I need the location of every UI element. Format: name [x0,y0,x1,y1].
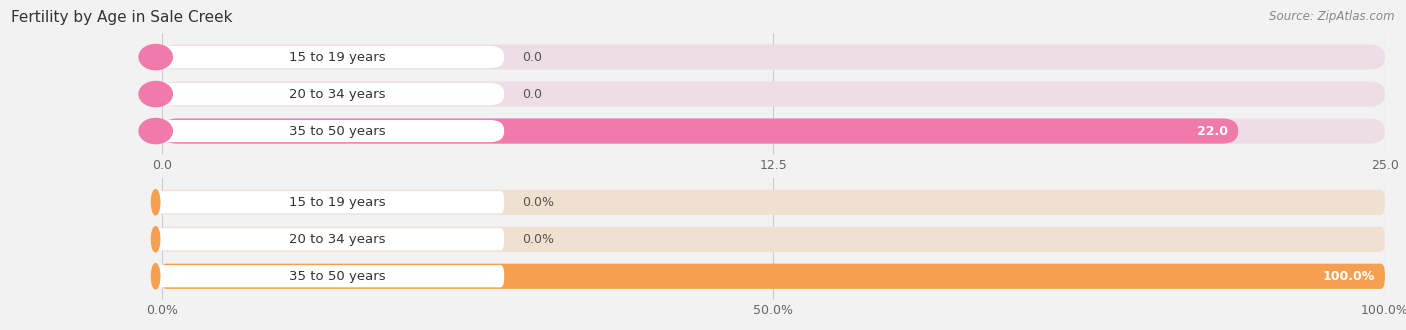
FancyBboxPatch shape [162,190,1385,215]
Text: 20 to 34 years: 20 to 34 years [288,233,385,246]
Text: 0.0: 0.0 [523,50,543,64]
Text: 35 to 50 years: 35 to 50 years [288,270,385,283]
FancyBboxPatch shape [162,118,1385,144]
Circle shape [139,118,173,144]
FancyBboxPatch shape [162,82,1385,107]
Text: 35 to 50 years: 35 to 50 years [288,124,385,138]
Text: 0.0: 0.0 [523,87,543,101]
FancyBboxPatch shape [156,46,505,68]
FancyBboxPatch shape [162,264,1385,289]
Text: 22.0: 22.0 [1198,124,1229,138]
Text: 15 to 19 years: 15 to 19 years [288,50,385,64]
Circle shape [139,82,173,107]
Text: 20 to 34 years: 20 to 34 years [288,87,385,101]
FancyBboxPatch shape [156,83,505,105]
Text: Source: ZipAtlas.com: Source: ZipAtlas.com [1270,10,1395,23]
Circle shape [139,45,173,70]
FancyBboxPatch shape [162,264,1385,289]
Circle shape [152,227,160,252]
Circle shape [152,190,160,215]
Text: 0.0%: 0.0% [523,196,554,209]
Text: 100.0%: 100.0% [1323,270,1375,283]
FancyBboxPatch shape [162,118,1239,144]
FancyBboxPatch shape [156,191,505,214]
Circle shape [152,264,160,289]
FancyBboxPatch shape [156,265,505,287]
Text: 15 to 19 years: 15 to 19 years [288,196,385,209]
Text: 0.0%: 0.0% [523,233,554,246]
FancyBboxPatch shape [156,228,505,250]
FancyBboxPatch shape [162,227,1385,252]
FancyBboxPatch shape [162,45,1385,70]
Text: Fertility by Age in Sale Creek: Fertility by Age in Sale Creek [11,10,233,25]
FancyBboxPatch shape [156,120,505,142]
